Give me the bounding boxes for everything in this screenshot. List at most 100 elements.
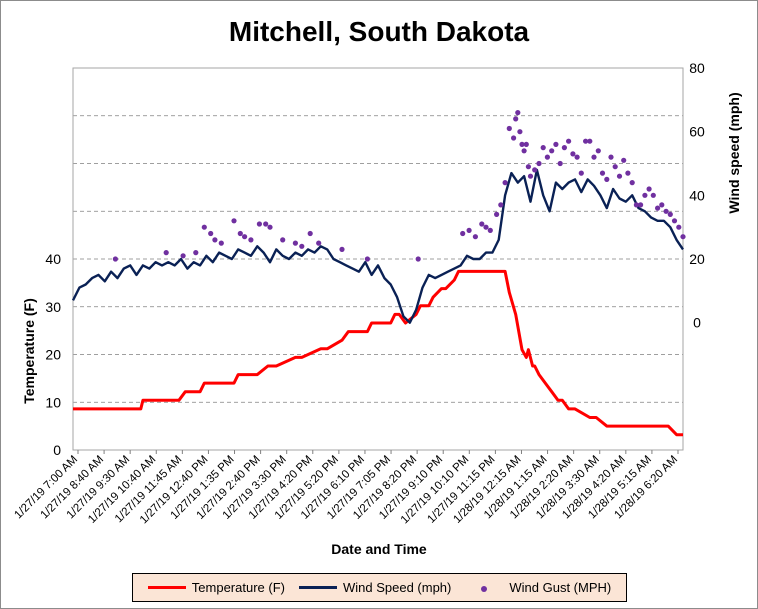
wind-gust-point [364, 256, 370, 262]
legend-swatch-wind-gust [465, 580, 503, 595]
wind-gust-point [506, 125, 512, 132]
legend-item-temperature: Temperature (F) [147, 580, 285, 595]
wind-gust-point [676, 224, 682, 230]
wind-gust-point [553, 141, 559, 147]
gridlines [73, 115, 683, 403]
series-layer [71, 110, 686, 437]
wind-gust-point [415, 256, 421, 262]
y2-tick-label: 60 [689, 124, 705, 140]
y-tick-label: 20 [45, 347, 61, 363]
wind-gust-point [502, 180, 508, 186]
x-axis-title: Date and Time [331, 541, 427, 557]
x-axis-ticks: 1/27/19 7:00 AM1/27/19 8:40 AM1/27/19 9:… [12, 450, 680, 526]
y2-tick-label: 80 [689, 60, 705, 76]
chart-title: Mitchell, South Dakota [229, 16, 530, 47]
wind-gust-point [248, 237, 254, 243]
wind-gust-point [595, 148, 601, 154]
wind-gust-point [460, 230, 466, 237]
wind-gust-point [472, 234, 478, 240]
wind-gust-point [231, 218, 237, 224]
wind-gust-point [591, 154, 597, 160]
right-axis-ticks: 0 20 40 60 80 [689, 60, 705, 331]
wind-gust-point [316, 240, 322, 246]
y-tick-label: 0 [53, 442, 61, 458]
wind-gust-point [583, 138, 589, 144]
wind-gust-point [212, 237, 218, 243]
legend-label-wind-gust: Wind Gust (MPH) [509, 580, 612, 595]
wind-gust-point [544, 154, 551, 160]
wind-gust-point [570, 151, 576, 157]
wind-gust-point [519, 141, 525, 147]
wind-gust-point [612, 164, 618, 170]
wind-gust-point [527, 173, 534, 179]
legend-swatch-temperature [147, 586, 186, 589]
y2-axis-title: Wind speed (mph) [726, 92, 742, 213]
wind-gust-point [540, 145, 546, 151]
wind-gust-point [466, 227, 472, 233]
wind-gust-point [525, 164, 532, 170]
wind-gust-point [479, 221, 485, 227]
wind-gust-series [112, 110, 686, 262]
wind-gust-point [237, 230, 243, 237]
wind-gust-point [267, 224, 273, 230]
wind-gust-point [339, 246, 345, 252]
wind-gust-point [629, 180, 635, 186]
wind-gust-point [263, 221, 269, 227]
wind-gust-point [566, 138, 572, 144]
wind-gust-point [163, 250, 169, 256]
wind-gust-point [549, 148, 555, 154]
y-tick-label: 30 [45, 299, 61, 315]
wind-gust-point [557, 160, 563, 167]
wind-gust-point [671, 218, 678, 224]
wind-speed-line [71, 168, 684, 324]
y2-tick-label: 40 [689, 187, 705, 203]
wind-gust-point [616, 173, 623, 179]
wind-gust-point [561, 145, 568, 151]
wind-gust-point [621, 157, 627, 163]
wind-gust-point [633, 202, 640, 208]
wind-gust-point [498, 202, 504, 208]
wind-gust-point [494, 211, 500, 217]
wind-gust-point [112, 256, 118, 262]
legend-label-temperature: Temperature (F) [191, 580, 285, 595]
wind-gust-point [663, 208, 669, 214]
wind-gust-point [510, 135, 517, 141]
legend-item-wind-gust: Wind Gust (MPH) [465, 580, 611, 595]
y-axis-title: Temperature (F) [21, 298, 37, 404]
wind-gust-point [599, 170, 606, 176]
wind-gust-point [307, 230, 313, 237]
wind-gust-point [536, 160, 542, 167]
y-tick-label: 40 [45, 251, 61, 267]
wind-gust-point [650, 192, 656, 198]
wind-gust-point [515, 110, 521, 116]
y-tick-label: 10 [45, 394, 61, 410]
wind-gust-point [574, 154, 580, 160]
legend-label-wind-speed: Wind Speed (mph) [342, 580, 452, 595]
wind-gust-point [292, 240, 298, 246]
wind-gust-point [218, 240, 224, 246]
wind-gust-point [513, 116, 519, 122]
legend-item-wind-speed: Wind Speed (mph) [298, 580, 452, 595]
wind-gust-point [625, 170, 631, 176]
wind-gust-point [604, 176, 610, 182]
wind-gust-point [655, 205, 661, 211]
wind-gust-point [280, 237, 286, 243]
wind-gust-point [256, 221, 262, 227]
y2-tick-label: 20 [689, 251, 705, 267]
wind-gust-point [532, 167, 538, 173]
wind-gust-point [667, 211, 673, 217]
wind-gust-point [483, 224, 489, 230]
wind-gust-point [523, 141, 529, 147]
wind-gust-point [646, 186, 652, 192]
temperature-line [73, 269, 683, 437]
wind-gust-point [193, 250, 199, 256]
wind-gust-point [638, 202, 644, 208]
wind-gust-point [487, 227, 493, 233]
wind-gust-point [201, 224, 207, 230]
wind-gust-point [242, 234, 248, 240]
left-axis-ticks: 0 10 20 30 40 [45, 251, 61, 458]
wind-gust-point [299, 243, 305, 249]
wind-gust-point [587, 138, 593, 144]
